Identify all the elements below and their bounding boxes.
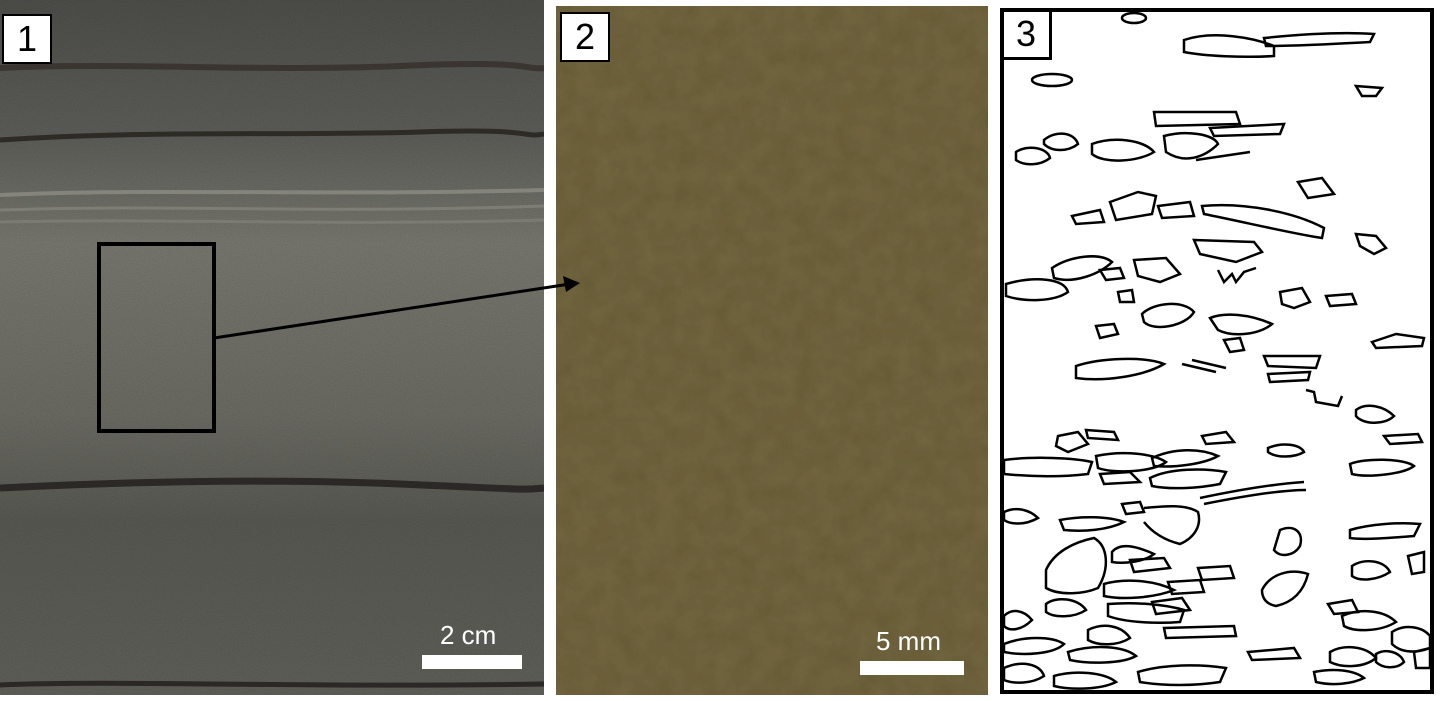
scale-bar-label-2: 5 mm — [876, 626, 941, 656]
thin-section-photo — [556, 6, 988, 695]
core-photo — [0, 0, 544, 695]
grain-outline-drawing — [1004, 12, 1430, 690]
thin-section-panel: 2 5 mm — [556, 6, 988, 695]
scale-bar-label-1: 2 cm — [440, 620, 497, 650]
scale-bar-2 — [860, 661, 964, 675]
core-photo-panel: 1 2 cm — [0, 0, 544, 695]
scale-bar-1 — [422, 655, 522, 669]
panel-1-label: 1 — [2, 14, 52, 64]
panel-2-label: 2 — [560, 12, 610, 62]
outline-drawing-panel: 3 — [1000, 8, 1434, 694]
panel-3-label: 3 — [1004, 12, 1052, 60]
